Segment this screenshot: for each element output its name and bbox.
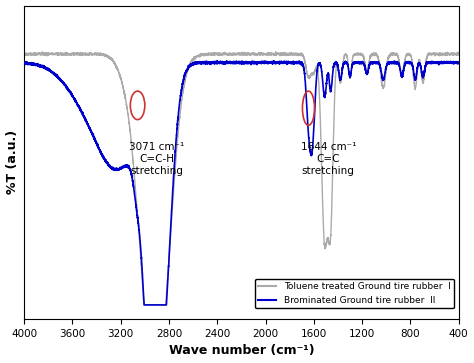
Text: 1644 cm⁻¹
C=C
stretching: 1644 cm⁻¹ C=C stretching — [301, 142, 356, 176]
Text: 3071 cm⁻¹
C=C-H
stretching: 3071 cm⁻¹ C=C-H stretching — [129, 142, 184, 176]
X-axis label: Wave number (cm⁻¹): Wave number (cm⁻¹) — [169, 344, 314, 358]
Legend: Toluene treated Ground tire rubber  I, Brominated Ground tire rubber  II: Toluene treated Ground tire rubber I, Br… — [255, 279, 454, 309]
Y-axis label: %T (a.u.): %T (a.u.) — [6, 130, 18, 195]
